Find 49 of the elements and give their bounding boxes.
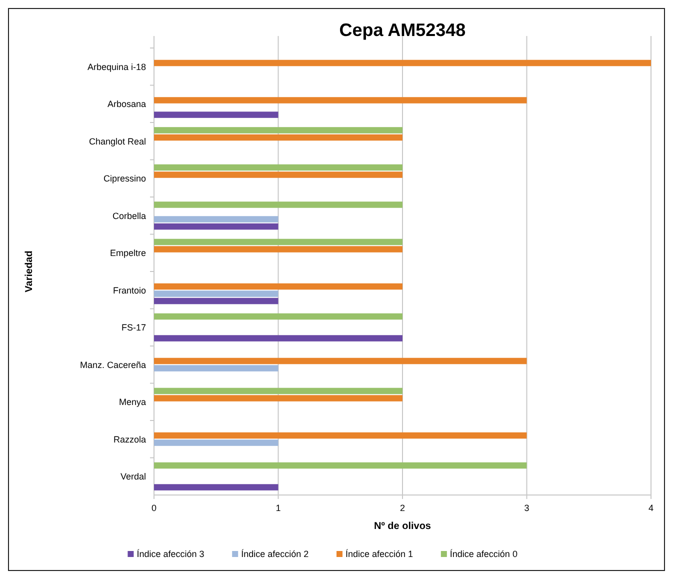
- bar: [154, 462, 527, 469]
- legend-label: Índice afección 2: [241, 549, 309, 559]
- bar: [154, 335, 402, 342]
- y-tick-label: Corbella: [112, 210, 146, 221]
- x-tick-label: 1: [276, 503, 281, 513]
- x-axis-title: Nº de olivos: [374, 521, 432, 532]
- bar: [154, 172, 402, 178]
- y-tick-label: Empeltre: [110, 248, 146, 258]
- legend-label: Índice afección 0: [450, 549, 518, 559]
- bar: [154, 246, 402, 252]
- bar: [154, 298, 278, 304]
- bar: [154, 440, 278, 446]
- bar: [154, 134, 402, 141]
- y-tick-label: Razzola: [113, 434, 146, 444]
- bar: [154, 127, 402, 134]
- chart-title: Cepa AM52348: [339, 20, 466, 40]
- bar: [154, 223, 278, 230]
- bar: [154, 112, 278, 118]
- y-tick-label: Arbequina i-18: [87, 62, 146, 72]
- bar: [154, 216, 278, 222]
- x-tick-label: 0: [151, 503, 157, 513]
- x-tick-label: 2: [400, 503, 406, 513]
- bar: [154, 365, 278, 372]
- legend-label: Índice afección 3: [136, 549, 204, 559]
- bar: [154, 432, 527, 439]
- bar: [154, 238, 402, 246]
- bar: [154, 164, 402, 171]
- bar: [154, 97, 527, 104]
- x-tick-label: 3: [524, 503, 530, 513]
- bar: [154, 202, 402, 208]
- y-tick-label: Menya: [118, 397, 146, 408]
- bar: [154, 290, 278, 297]
- bar: [154, 358, 527, 364]
- y-axis-title: Variedad: [24, 250, 35, 292]
- y-tick-label: Cipressino: [103, 174, 146, 184]
- x-tick-label: 4: [648, 503, 654, 513]
- bar: [154, 395, 402, 402]
- y-tick-label: FS-17: [121, 322, 146, 333]
- bar: [154, 388, 402, 394]
- bar: [154, 484, 278, 490]
- bar: [154, 283, 402, 290]
- bar: [154, 60, 651, 66]
- y-tick-label: Verdal: [120, 472, 146, 482]
- legend-label: Índice afección 1: [346, 549, 414, 559]
- y-tick-label: Frantoio: [112, 285, 146, 296]
- y-tick-label: Changlot Real: [88, 136, 146, 146]
- y-tick-label: Arbosana: [107, 99, 146, 110]
- bar: [154, 313, 402, 320]
- y-tick-label: Manz. Cacereña: [80, 360, 146, 370]
